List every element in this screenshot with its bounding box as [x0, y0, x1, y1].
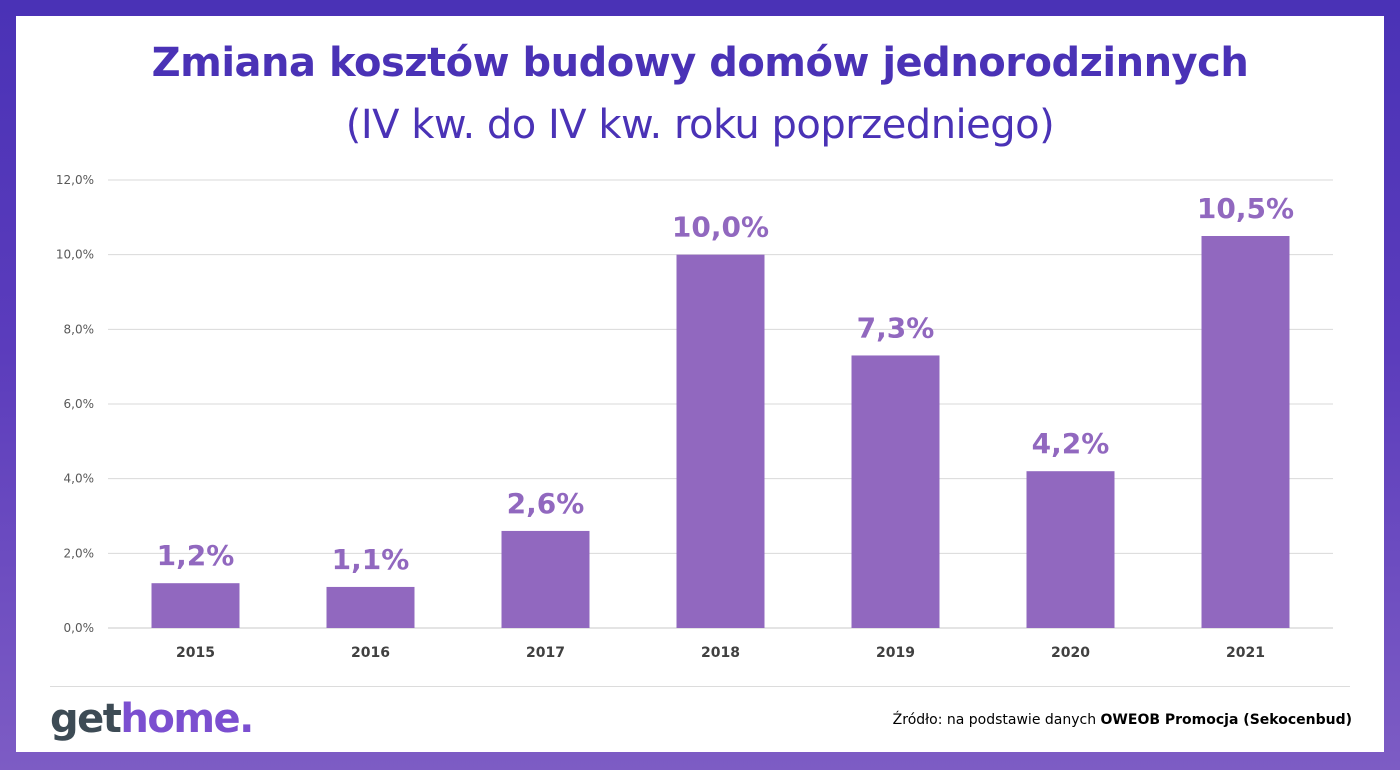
y-tick-label: 0,0%: [64, 621, 95, 635]
bar-2021: [1201, 236, 1290, 628]
x-tick-label-2020: 2020: [1051, 645, 1090, 661]
bar-2018: [676, 254, 765, 628]
data-label-2019: 7,3%: [857, 311, 935, 344]
data-label-2020: 4,2%: [1032, 427, 1110, 460]
bars: [151, 236, 1290, 628]
footer-divider: [50, 686, 1350, 687]
y-tick-label: 2,0%: [64, 546, 95, 560]
logo-text-get: get: [50, 696, 122, 742]
y-tick-label: 8,0%: [64, 322, 95, 336]
x-tick-label-2017: 2017: [526, 645, 565, 661]
bar-2019: [851, 355, 940, 628]
data-label-2021: 10,5%: [1197, 192, 1294, 225]
x-axis-tick-labels: 2015 2016 2017 2018 2019 2020 2021: [176, 645, 1265, 661]
x-tick-label-2015: 2015: [176, 645, 215, 661]
data-labels: 1,2% 1,1% 2,6% 10,0% 7,3% 4,2% 10,5%: [157, 192, 1294, 576]
x-tick-label-2016: 2016: [351, 645, 390, 661]
y-tick-label: 12,0%: [56, 173, 94, 187]
chart-title: Zmiana kosztów budowy domów jednorodzinn…: [151, 40, 1249, 86]
data-label-2016: 1,1%: [332, 543, 410, 576]
bar-chart: 0,0% 2,0% 4,0% 6,0% 8,0% 10,0% 12,0% 1,2% 1,1% 2…: [56, 173, 1333, 661]
data-label-2018: 10,0%: [672, 211, 769, 244]
logo-text-home: home: [120, 696, 240, 742]
source-name: OWEOB Promocja (Sekocenbud): [1100, 712, 1352, 728]
x-tick-label-2021: 2021: [1226, 645, 1265, 661]
bar-2015: [151, 583, 240, 628]
bar-2020: [1026, 471, 1115, 628]
y-tick-label: 10,0%: [56, 248, 94, 262]
bar-2016: [326, 586, 415, 628]
y-tick-label: 4,0%: [64, 472, 95, 486]
data-label-2015: 1,2%: [157, 539, 235, 572]
x-tick-label-2018: 2018: [701, 645, 740, 661]
y-tick-label: 6,0%: [64, 397, 95, 411]
x-tick-label-2019: 2019: [876, 645, 915, 661]
gethome-logo: gethome.: [50, 696, 254, 742]
bar-2017: [501, 530, 590, 628]
y-axis-tick-labels: 0,0% 2,0% 4,0% 6,0% 8,0% 10,0% 12,0%: [56, 173, 94, 635]
source-note: Źródło: na podstawie danych OWEOB Promoc…: [893, 712, 1352, 728]
source-prefix: Źródło: na podstawie danych: [892, 712, 1101, 728]
logo-text-dot: .: [239, 696, 254, 742]
data-label-2017: 2,6%: [507, 487, 585, 520]
chart-subtitle: (IV kw. do IV kw. roku poprzedniego): [345, 102, 1055, 148]
